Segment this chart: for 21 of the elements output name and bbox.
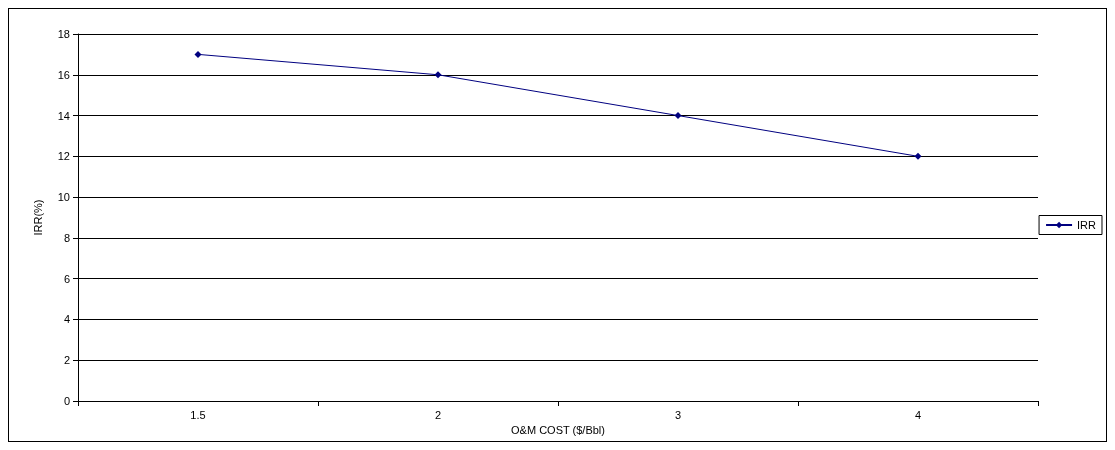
x-tick-label: 1.5 bbox=[190, 408, 206, 421]
x-tick-label: 3 bbox=[674, 408, 682, 421]
point bbox=[194, 50, 202, 58]
y-tick-label: 14 bbox=[57, 109, 70, 122]
y-tick-label: 10 bbox=[57, 191, 70, 204]
y-tick-label: 4 bbox=[63, 313, 70, 326]
point bbox=[674, 112, 682, 120]
x-tick-label: 4 bbox=[914, 408, 922, 421]
point bbox=[434, 71, 442, 79]
y-axis-title: IRR(%) bbox=[31, 199, 44, 236]
y-tick-label: 8 bbox=[63, 231, 70, 244]
point bbox=[914, 152, 922, 160]
y-tick-label: 18 bbox=[57, 28, 70, 40]
x-axis-title: O&M COST ($/Bbl) bbox=[511, 424, 605, 437]
x-tick-label: 2 bbox=[434, 408, 442, 421]
y-tick-label: 12 bbox=[57, 150, 70, 163]
y-tick-label: 2 bbox=[63, 354, 70, 367]
y-tick-label: 0 bbox=[63, 395, 70, 407]
legend-label: IRR bbox=[1077, 219, 1097, 231]
y-tick-label: 16 bbox=[57, 68, 70, 81]
y-tick-label: 6 bbox=[63, 272, 70, 285]
